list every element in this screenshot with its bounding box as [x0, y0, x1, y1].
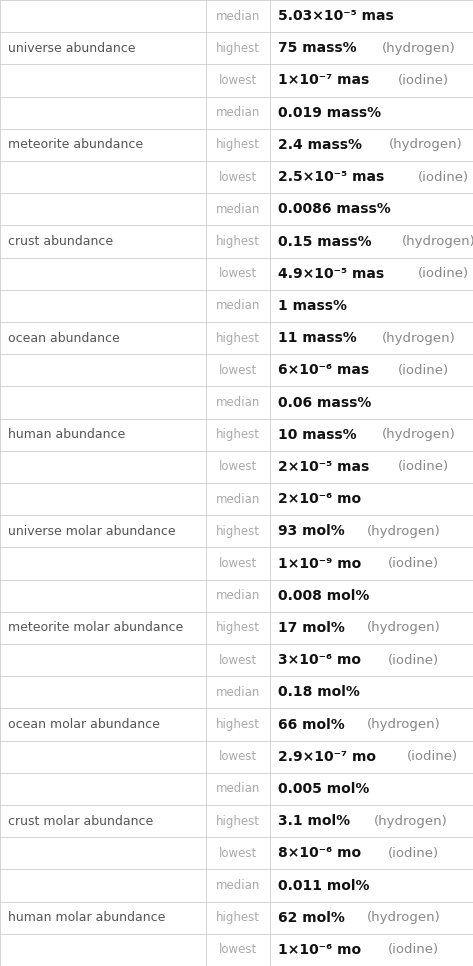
Text: 0.15 mass%: 0.15 mass%	[278, 235, 371, 248]
Text: median: median	[216, 589, 260, 602]
Text: 1×10⁻⁶ mo: 1×10⁻⁶ mo	[278, 943, 361, 957]
Text: highest: highest	[216, 718, 260, 731]
Text: 1×10⁻⁹ mo: 1×10⁻⁹ mo	[278, 556, 361, 571]
Text: 17 mol%: 17 mol%	[278, 621, 344, 635]
Text: 0.011 mol%: 0.011 mol%	[278, 878, 369, 893]
Text: 11 mass%: 11 mass%	[278, 331, 356, 345]
Text: median: median	[216, 106, 260, 119]
Text: (hydrogen): (hydrogen)	[382, 331, 456, 345]
Text: (hydrogen): (hydrogen)	[389, 138, 463, 152]
Text: ocean abundance: ocean abundance	[8, 331, 120, 345]
Text: highest: highest	[216, 428, 260, 441]
Text: lowest: lowest	[219, 268, 257, 280]
Text: (hydrogen): (hydrogen)	[382, 428, 456, 441]
Text: lowest: lowest	[219, 171, 257, 184]
Text: lowest: lowest	[219, 557, 257, 570]
Text: lowest: lowest	[219, 461, 257, 473]
Text: 0.019 mass%: 0.019 mass%	[278, 105, 381, 120]
Text: human abundance: human abundance	[8, 428, 125, 441]
Text: (iodine): (iodine)	[388, 847, 439, 860]
Text: (iodine): (iodine)	[388, 944, 439, 956]
Text: median: median	[216, 299, 260, 312]
Text: 0.005 mol%: 0.005 mol%	[278, 781, 369, 796]
Text: (hydrogen): (hydrogen)	[367, 525, 440, 538]
Text: median: median	[216, 493, 260, 505]
Text: 4.9×10⁻⁵ mas: 4.9×10⁻⁵ mas	[278, 267, 384, 281]
Text: 8×10⁻⁶ mo: 8×10⁻⁶ mo	[278, 846, 361, 861]
Text: 3×10⁻⁶ mo: 3×10⁻⁶ mo	[278, 653, 360, 668]
Text: (iodine): (iodine)	[398, 74, 449, 87]
Text: 75 mass%: 75 mass%	[278, 42, 356, 55]
Text: ocean molar abundance: ocean molar abundance	[8, 718, 160, 731]
Text: (hydrogen): (hydrogen)	[367, 911, 441, 924]
Text: (hydrogen): (hydrogen)	[382, 42, 456, 55]
Text: lowest: lowest	[219, 654, 257, 667]
Text: (iodine): (iodine)	[388, 557, 439, 570]
Text: median: median	[216, 686, 260, 698]
Text: (iodine): (iodine)	[398, 461, 449, 473]
Text: (hydrogen): (hydrogen)	[367, 718, 440, 731]
Text: median: median	[216, 782, 260, 795]
Text: (hydrogen): (hydrogen)	[367, 621, 441, 635]
Text: median: median	[216, 10, 260, 22]
Text: 10 mass%: 10 mass%	[278, 428, 356, 441]
Text: 0.18 mol%: 0.18 mol%	[278, 685, 359, 699]
Text: universe abundance: universe abundance	[8, 42, 135, 55]
Text: 0.0086 mass%: 0.0086 mass%	[278, 202, 390, 216]
Text: highest: highest	[216, 525, 260, 538]
Text: 0.06 mass%: 0.06 mass%	[278, 395, 371, 410]
Text: 62 mol%: 62 mol%	[278, 911, 344, 924]
Text: lowest: lowest	[219, 944, 257, 956]
Text: lowest: lowest	[219, 74, 257, 87]
Text: (iodine): (iodine)	[398, 364, 449, 377]
Text: highest: highest	[216, 138, 260, 152]
Text: 2×10⁻⁶ mo: 2×10⁻⁶ mo	[278, 492, 361, 506]
Text: (iodine): (iodine)	[418, 171, 469, 184]
Text: 93 mol%: 93 mol%	[278, 525, 344, 538]
Text: median: median	[216, 879, 260, 892]
Text: 2×10⁻⁵ mas: 2×10⁻⁵ mas	[278, 460, 369, 474]
Text: crust molar abundance: crust molar abundance	[8, 814, 153, 828]
Text: (iodine): (iodine)	[388, 654, 439, 667]
Text: 66 mol%: 66 mol%	[278, 718, 344, 731]
Text: highest: highest	[216, 911, 260, 924]
Text: meteorite abundance: meteorite abundance	[8, 138, 143, 152]
Text: universe molar abundance: universe molar abundance	[8, 525, 175, 538]
Text: 3.1 mol%: 3.1 mol%	[278, 814, 350, 828]
Text: highest: highest	[216, 814, 260, 828]
Text: (hydrogen): (hydrogen)	[374, 814, 447, 828]
Text: 2.5×10⁻⁵ mas: 2.5×10⁻⁵ mas	[278, 170, 384, 185]
Text: 0.008 mol%: 0.008 mol%	[278, 588, 369, 603]
Text: human molar abundance: human molar abundance	[8, 911, 166, 924]
Text: crust abundance: crust abundance	[8, 235, 113, 248]
Text: highest: highest	[216, 235, 260, 248]
Text: (iodine): (iodine)	[407, 751, 458, 763]
Text: 1 mass%: 1 mass%	[278, 298, 347, 313]
Text: highest: highest	[216, 331, 260, 345]
Text: meteorite molar abundance: meteorite molar abundance	[8, 621, 183, 635]
Text: 6×10⁻⁶ mas: 6×10⁻⁶ mas	[278, 363, 369, 378]
Text: median: median	[216, 396, 260, 409]
Text: lowest: lowest	[219, 847, 257, 860]
Text: lowest: lowest	[219, 751, 257, 763]
Text: highest: highest	[216, 42, 260, 55]
Text: 1×10⁻⁷ mas: 1×10⁻⁷ mas	[278, 73, 369, 88]
Text: (hydrogen): (hydrogen)	[402, 235, 473, 248]
Text: 5.03×10⁻⁵ mas: 5.03×10⁻⁵ mas	[278, 9, 394, 23]
Text: median: median	[216, 203, 260, 215]
Text: highest: highest	[216, 621, 260, 635]
Text: lowest: lowest	[219, 364, 257, 377]
Text: 2.4 mass%: 2.4 mass%	[278, 138, 362, 152]
Text: (iodine): (iodine)	[418, 268, 469, 280]
Text: 2.9×10⁻⁷ mo: 2.9×10⁻⁷ mo	[278, 750, 376, 764]
